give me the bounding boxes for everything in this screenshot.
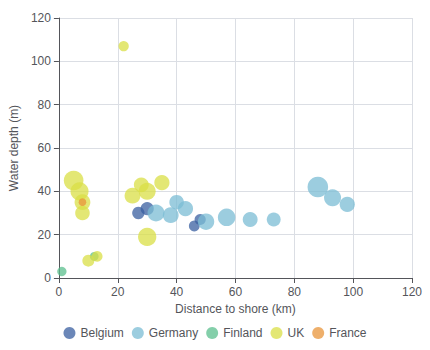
svg-text:60: 60 bbox=[229, 285, 243, 299]
svg-text:100: 100 bbox=[31, 54, 51, 68]
svg-text:20: 20 bbox=[111, 285, 125, 299]
svg-text:Water depth (m): Water depth (m) bbox=[7, 105, 21, 191]
svg-text:UK: UK bbox=[288, 326, 305, 340]
svg-text:100: 100 bbox=[343, 285, 363, 299]
svg-text:20: 20 bbox=[38, 228, 52, 242]
svg-text:0: 0 bbox=[56, 285, 63, 299]
svg-text:Belgium: Belgium bbox=[80, 326, 123, 340]
svg-text:0: 0 bbox=[44, 271, 51, 285]
svg-text:40: 40 bbox=[38, 184, 52, 198]
svg-text:40: 40 bbox=[170, 285, 184, 299]
svg-text:Germany: Germany bbox=[149, 326, 198, 340]
svg-text:France: France bbox=[329, 326, 367, 340]
svg-text:Distance to shore (km): Distance to shore (km) bbox=[175, 302, 296, 316]
svg-text:120: 120 bbox=[31, 11, 51, 25]
svg-text:80: 80 bbox=[288, 285, 302, 299]
svg-text:80: 80 bbox=[38, 98, 52, 112]
svg-text:Finland: Finland bbox=[223, 326, 262, 340]
svg-text:60: 60 bbox=[38, 141, 52, 155]
svg-text:120: 120 bbox=[402, 285, 422, 299]
